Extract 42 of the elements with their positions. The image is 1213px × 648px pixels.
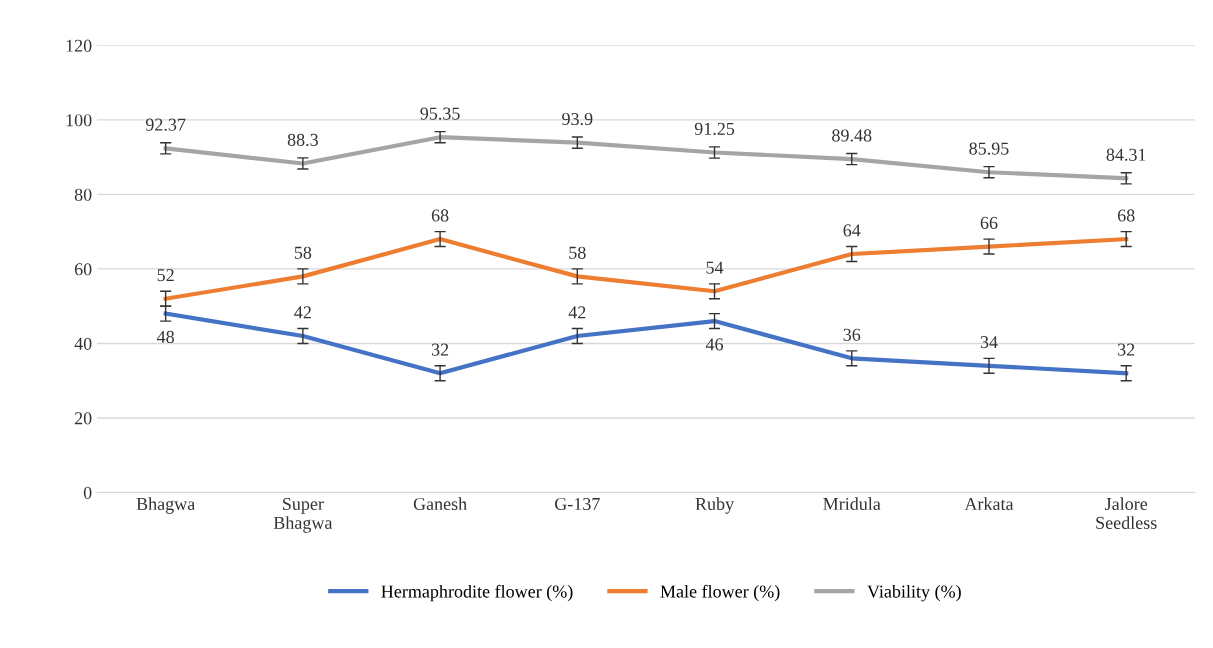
data-label: 48 (156, 330, 174, 344)
y-tick-label: 40 (74, 337, 92, 350)
data-label: 84.31 (1106, 148, 1146, 161)
y-tick-label: 20 (74, 412, 92, 425)
x-tick-label: G-137 (554, 497, 600, 511)
y-tick-label: 0 (83, 486, 92, 499)
data-label: 89.48 (832, 129, 872, 142)
data-label: 66 (980, 216, 998, 230)
y-tick-label: 80 (74, 188, 92, 201)
data-label: 68 (1117, 209, 1135, 222)
data-label: 54 (706, 261, 724, 274)
data-label: 36 (843, 328, 861, 341)
y-tick-label: 120 (66, 39, 92, 52)
data-label: 85.95 (969, 142, 1009, 155)
data-label: 92.37 (145, 118, 186, 131)
data-label: 32 (431, 343, 449, 356)
data-label: 64 (843, 224, 861, 237)
data-label: 32 (1118, 343, 1135, 356)
data-label: 93.9 (562, 112, 593, 126)
legend-label: Male flower (%) (660, 584, 780, 602)
data-label: 52 (157, 269, 174, 282)
x-tick-label: Mridula (823, 497, 881, 511)
data-label: 46 (705, 338, 724, 351)
x-tick-label: Jalore Seedless (1096, 497, 1157, 529)
data-label: 42 (568, 306, 586, 319)
data-label: 58 (294, 246, 312, 259)
x-tick-label: Ruby (695, 497, 735, 514)
x-tick-label: Bhagwa (136, 497, 195, 514)
x-tick-label: Arkata (964, 497, 1014, 511)
data-label: 68 (431, 209, 449, 222)
data-label: 34 (980, 336, 998, 349)
data-label: 58 (569, 246, 586, 259)
x-tick-label: Super Bhagwa (273, 497, 333, 533)
data-label: 91.25 (694, 122, 735, 136)
legend-label: Hermaphrodite flower (%) (381, 584, 573, 602)
x-tick-label: Ganesh (413, 497, 467, 511)
y-tick-label: 60 (74, 263, 92, 276)
data-label: 88.3 (287, 133, 318, 146)
data-label: 42 (294, 306, 311, 319)
legend-label: Viability (%) (867, 584, 961, 602)
data-label: 95.35 (420, 107, 460, 120)
y-tick-label: 100 (66, 114, 92, 127)
